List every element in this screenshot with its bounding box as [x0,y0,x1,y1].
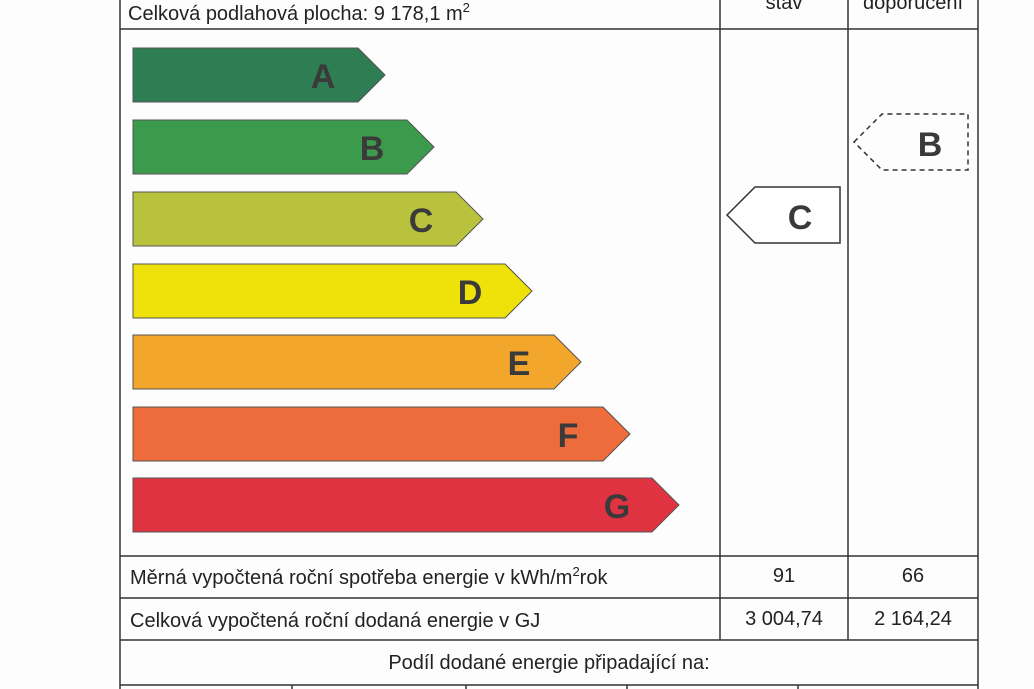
class-letter: A [311,58,336,96]
current-marker: C [725,186,841,244]
class-arrow [132,47,386,103]
recommended-arrow [852,113,969,171]
recommended-value: 66 [902,565,924,587]
class-arrow [132,263,533,319]
recommended-column-heading: doporučení [863,0,964,14]
class-arrow [132,191,484,247]
recommended-value: 2 164,24 [874,608,952,630]
current-arrow [725,186,841,244]
class-arrow [132,334,582,390]
current-value: 3 004,74 [745,608,823,630]
class-letter: G [604,488,630,526]
current-column-heading: stav [766,0,803,14]
current-value: 91 [773,565,795,587]
recommended-class: B [918,126,943,164]
share-heading: Podíl dodané energie připadající na: [388,652,709,674]
class-letter: F [558,417,579,455]
floor-area: Celková podlahová plocha: 9 178,1 m2 [128,0,470,25]
row-label: Měrná vypočtená roční spotřeba energie v… [130,564,608,589]
current-class: C [788,199,813,237]
class-arrow [132,477,680,533]
recommended-marker: B [852,113,969,171]
class-letter: B [360,130,385,168]
class-letter: E [508,345,531,383]
row-label: Celková vypočtená roční dodaná energie v… [130,610,540,632]
class-letter: C [409,202,434,240]
table-lines [119,0,979,689]
class-arrow [132,406,631,462]
class-letter: D [458,274,483,312]
class-arrow [132,119,435,175]
